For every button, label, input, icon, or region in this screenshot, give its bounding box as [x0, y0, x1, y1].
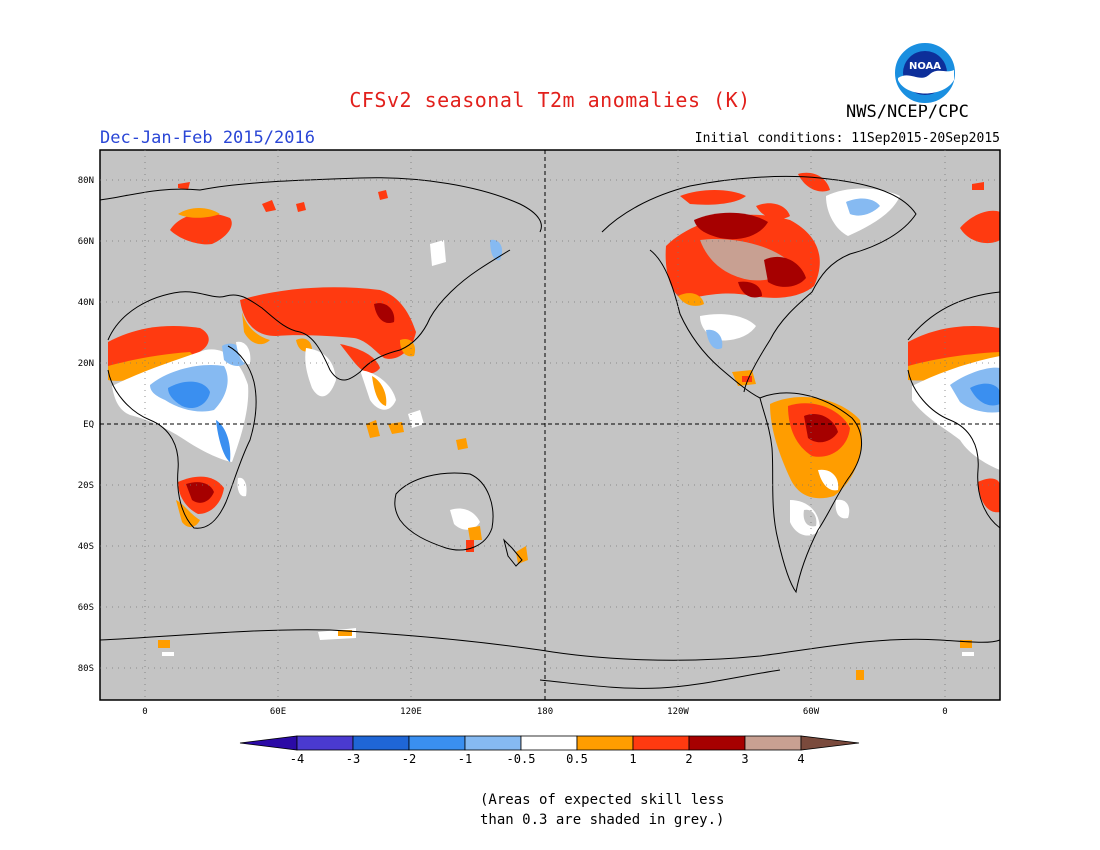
- colorbar-swatch: [688, 735, 746, 751]
- noaa-logo-text: NOAA: [909, 61, 941, 72]
- lon-label: 0: [942, 707, 947, 717]
- colorbar-swatch: [576, 735, 634, 751]
- lat-label: EQ: [83, 420, 94, 430]
- anomaly-shading: [108, 172, 1000, 680]
- colorbar-swatch: [632, 735, 690, 751]
- colorbar-swatch: [408, 735, 466, 751]
- graticule: [100, 150, 1000, 700]
- footnote-line-2: than 0.3 are shaded in grey.): [480, 812, 725, 828]
- season-label: Dec-Jan-Feb 2015/2016: [100, 128, 315, 148]
- lat-label: 40S: [78, 542, 94, 552]
- colorbar-swatch: [744, 735, 802, 751]
- lon-label: 60W: [803, 707, 820, 717]
- colorbar-label: -1: [458, 752, 472, 766]
- latitude-labels: 80N 60N 40N 20N EQ 20S 40S 60S 80S: [78, 176, 94, 674]
- lat-label: 80S: [78, 664, 94, 674]
- lon-label: 120W: [667, 707, 689, 717]
- lon-label: 60E: [270, 707, 286, 717]
- colorbar-label: 4: [797, 752, 804, 766]
- longitude-labels: 0 60E 120E 180 120W 60W 0: [142, 707, 947, 717]
- colorbar-label: -4: [290, 752, 304, 766]
- colorbar-swatch: [464, 735, 522, 751]
- colorbar-swatch: [296, 735, 354, 751]
- lat-label: 60S: [78, 603, 94, 613]
- initial-conditions-label: Initial conditions: 11Sep2015-20Sep2015: [694, 131, 1000, 146]
- lat-label: 60N: [78, 237, 94, 247]
- skill-footnote: (Areas of expected skill less than 0.3 a…: [480, 790, 724, 830]
- colorbar: -4 -3 -2 -1 -0.5 0.5 1 2 3 4: [239, 735, 860, 766]
- anomaly-map: 80N 60N 40N 20N EQ 20S 40S 60S 80S 0 60E 120E 180 12…: [78, 149, 1001, 717]
- map-title: CFSv2 seasonal T2m anomalies (K): [349, 88, 751, 112]
- coastlines: [99, 175, 1001, 689]
- lat-label: 80N: [78, 176, 94, 186]
- lon-label: 0: [142, 707, 147, 717]
- colorbar-label: 0.5: [566, 752, 588, 766]
- colorbar-label: -2: [402, 752, 416, 766]
- colorbar-label: -3: [346, 752, 360, 766]
- lon-label: 180: [537, 707, 553, 717]
- colorbar-label: -0.5: [507, 752, 536, 766]
- agency-label: NWS/NCEP/CPC: [846, 102, 969, 122]
- colorbar-swatch: [800, 735, 860, 751]
- footnote-line-1: (Areas of expected skill less: [480, 792, 725, 808]
- lat-label: 20S: [78, 481, 94, 491]
- colorbar-swatch: [239, 735, 298, 751]
- colorbar-label: 2: [685, 752, 692, 766]
- lon-label: 120E: [400, 707, 422, 717]
- colorbar-label: 1: [629, 752, 636, 766]
- map-frame: [99, 149, 1001, 701]
- lat-label: 40N: [78, 298, 94, 308]
- noaa-logo: NOAA: [893, 41, 957, 105]
- lat-label: 20N: [78, 359, 94, 369]
- colorbar-swatch: [352, 735, 410, 751]
- colorbar-label: 3: [741, 752, 748, 766]
- colorbar-swatch: [520, 735, 578, 751]
